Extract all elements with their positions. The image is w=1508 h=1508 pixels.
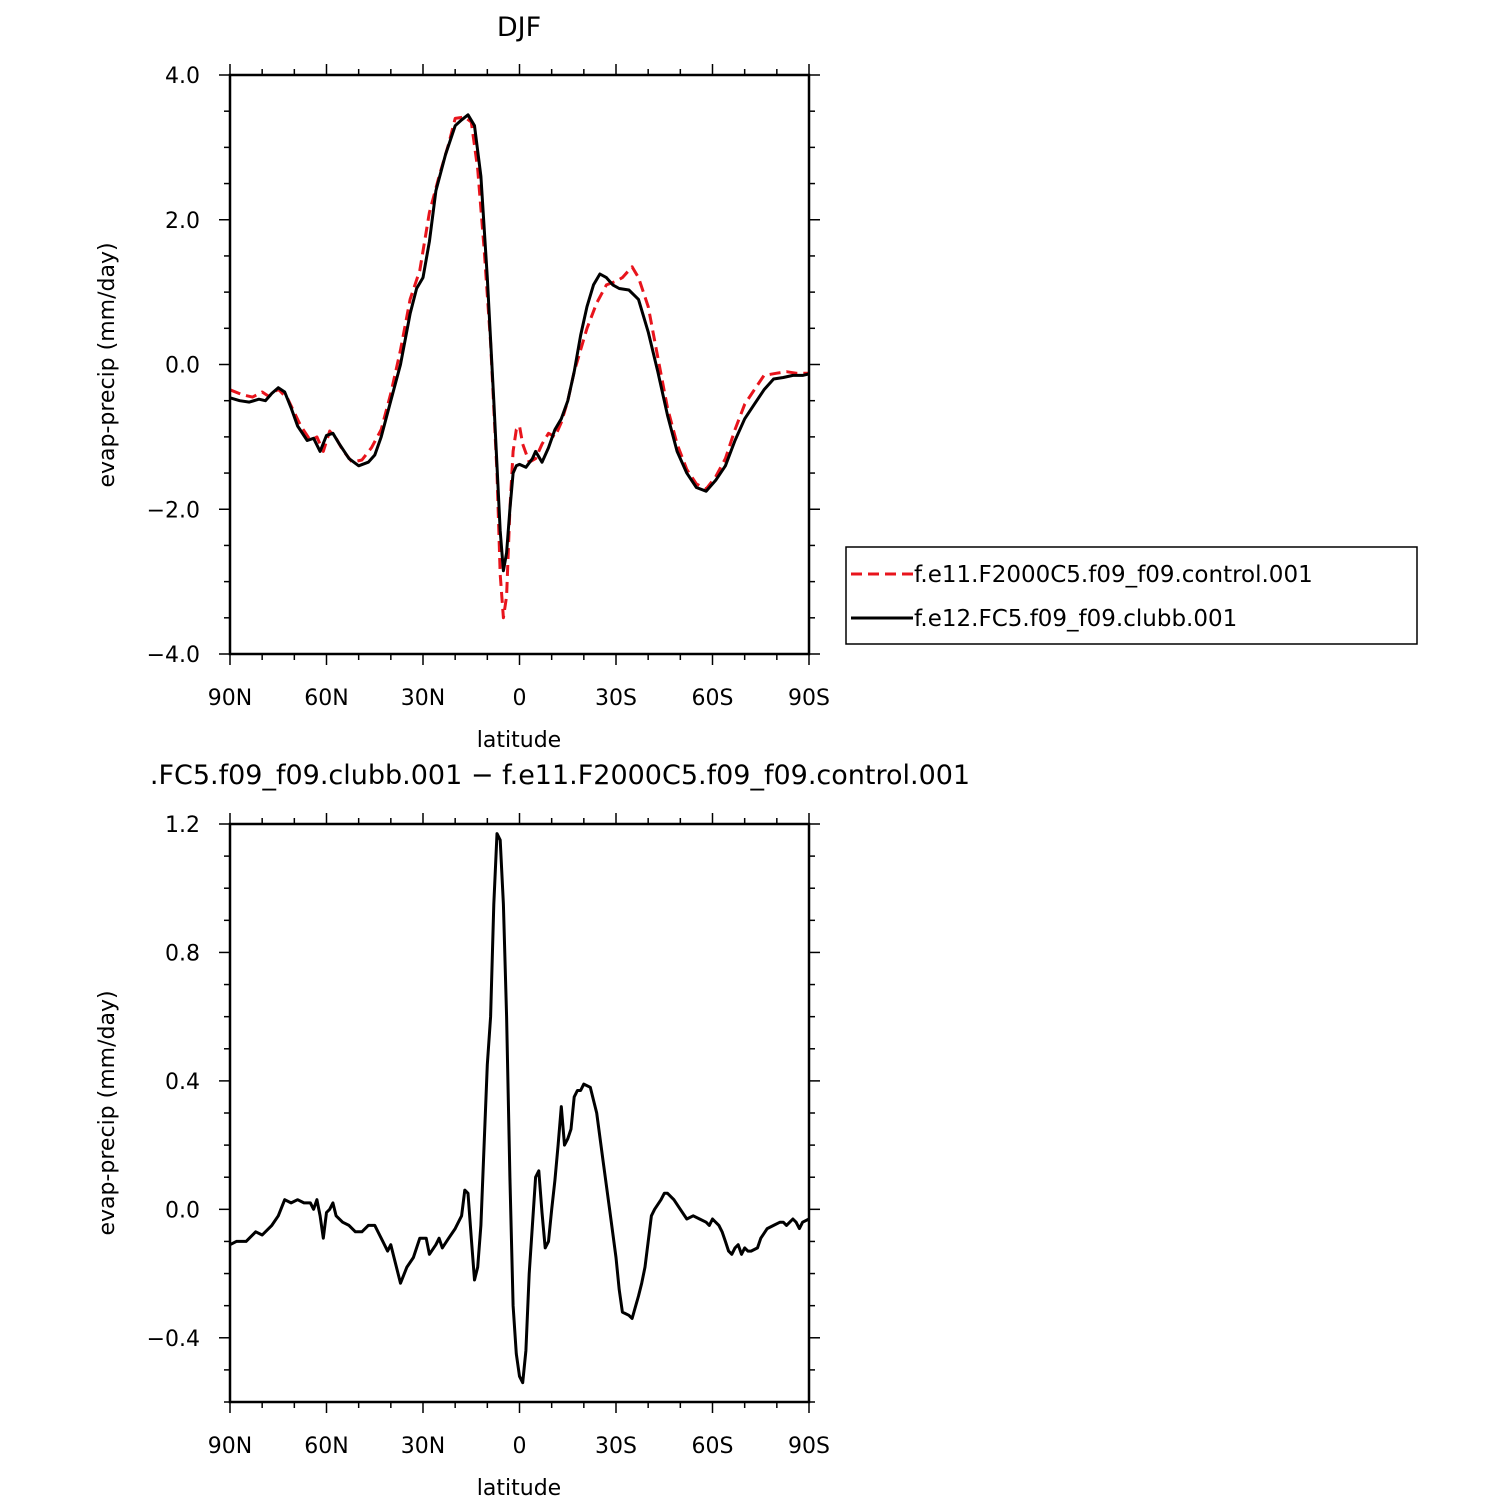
- x-tick-label: 30S: [595, 686, 637, 711]
- x-tick-label: 60N: [304, 1434, 348, 1459]
- y-tick-label: 4.0: [165, 64, 200, 89]
- x-tick-label: 60S: [692, 1434, 734, 1459]
- x-tick-label: 90N: [208, 1434, 252, 1459]
- legend-label-clubb: f.e12.FC5.f09_f09.clubb.001: [914, 606, 1237, 632]
- bottom-panel: .FC5.f09_f09.clubb.001 − f.e11.F2000C5.f…: [95, 760, 970, 1501]
- x-axis-title: latitude: [477, 1476, 561, 1501]
- x-tick-label: 90N: [208, 686, 252, 711]
- x-tick-label: 0: [513, 1434, 527, 1459]
- series-line: [229, 113, 810, 573]
- plot-lines: [229, 832, 810, 1385]
- y-tick-label: 0.0: [165, 1198, 200, 1223]
- y-tick-label: −4.0: [147, 643, 200, 668]
- legend: f.e11.F2000C5.f09_f09.control.001 f.e12.…: [845, 546, 1418, 645]
- x-tick-label: 90S: [788, 686, 830, 711]
- x-axis-title: latitude: [477, 728, 561, 753]
- x-tick-label: 30N: [401, 686, 445, 711]
- plot-frame: [228, 73, 811, 656]
- y-tick-label: 0.4: [165, 1070, 200, 1095]
- y-tick-label: 0.8: [165, 941, 200, 966]
- panel-title: DJF: [497, 12, 541, 43]
- tick-group: 90N 60N 30N 0 30S 60S 90S −4.0 −2.0 0.0 2.0 4.0: [147, 64, 830, 711]
- x-tick-label: 30N: [401, 1434, 445, 1459]
- series-line: [229, 832, 810, 1385]
- x-tick-label: 0: [513, 686, 527, 711]
- y-tick-label: −0.4: [147, 1327, 200, 1352]
- y-axis-title: evap-precip (mm/day): [95, 242, 120, 487]
- y-tick-label: 1.2: [165, 813, 200, 838]
- x-tick-label: 60S: [692, 686, 734, 711]
- panel-title: .FC5.f09_f09.clubb.001 − f.e11.F2000C5.f…: [150, 760, 970, 791]
- tick-group: 90N 60N 30N 0 30S 60S 90S −0.4 0.0 0.4 0.8 1.2: [147, 813, 830, 1459]
- plot-lines: [229, 113, 810, 620]
- legend-box: [845, 546, 1418, 645]
- plot-frame: [228, 822, 811, 1404]
- x-tick-label: 30S: [595, 1434, 637, 1459]
- x-tick-label: 90S: [788, 1434, 830, 1459]
- legend-label-control: f.e11.F2000C5.f09_f09.control.001: [914, 562, 1313, 588]
- series-line: [229, 115, 809, 620]
- y-axis-title: evap-precip (mm/day): [95, 990, 120, 1235]
- y-tick-label: 0.0: [165, 354, 200, 379]
- y-tick-label: 2.0: [165, 209, 200, 234]
- x-tick-label: 60N: [304, 686, 348, 711]
- top-panel: DJF 90N 60N 30N 0 30S 60S 90S −4.0 −2.0 0.0 2.0 4.0…: [95, 12, 1418, 753]
- y-tick-label: −2.0: [147, 498, 200, 523]
